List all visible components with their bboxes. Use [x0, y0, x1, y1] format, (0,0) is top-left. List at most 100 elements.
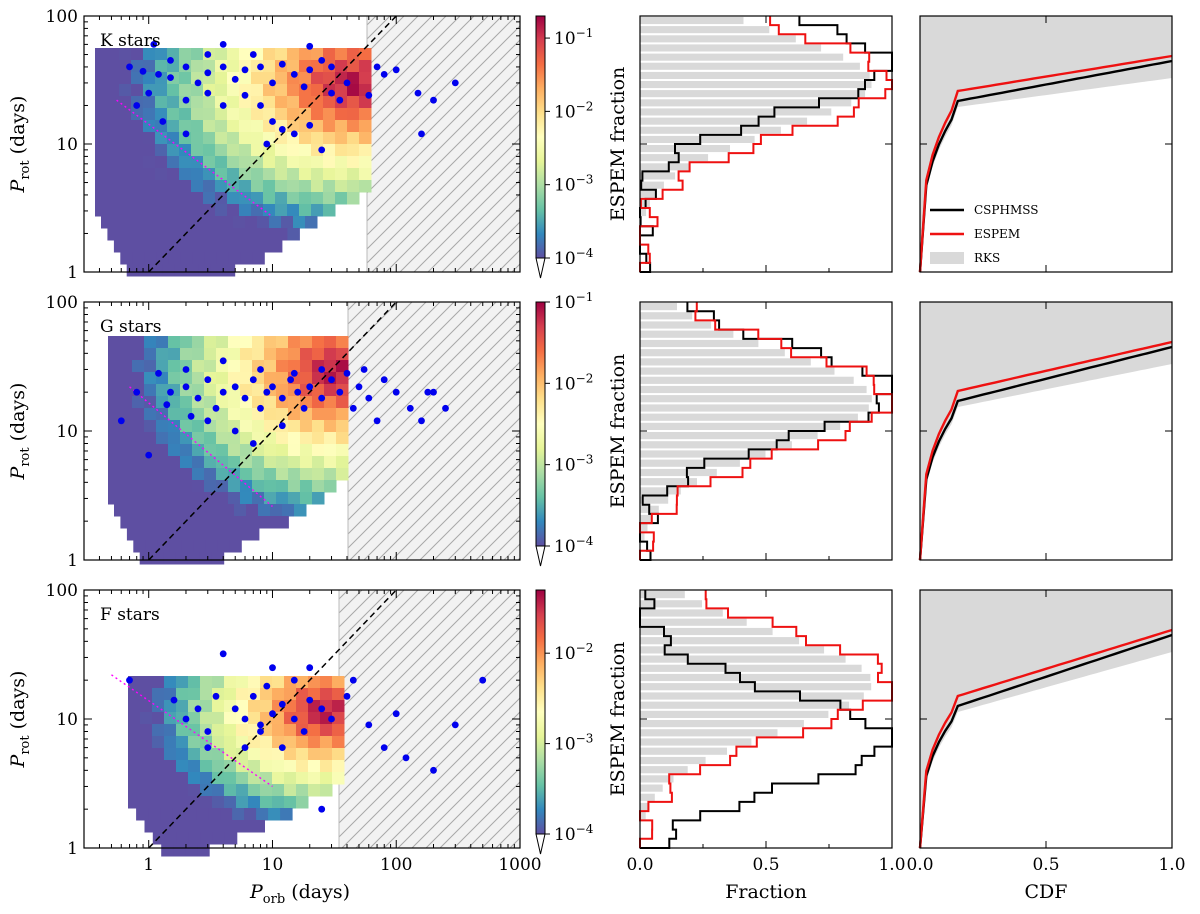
heatmap-cell [227, 132, 240, 145]
heatmap-cell [192, 360, 205, 373]
rks-hist-bar [640, 514, 653, 523]
heatmap-cell [167, 96, 180, 109]
heatmap-cell [311, 192, 324, 205]
scatter-point [278, 125, 286, 133]
scatter-point [451, 721, 459, 729]
heatmap-cell [240, 384, 253, 397]
heatmap-cell [216, 432, 229, 445]
heatmap-cell [359, 108, 372, 121]
heatmap-cell [156, 468, 169, 481]
heatmap-cell [227, 96, 240, 109]
heatmap-cell [228, 336, 241, 349]
heatmap-cell [155, 84, 168, 97]
heatmap-cell [246, 504, 259, 517]
heatmap-cell [308, 736, 321, 749]
heatmap-cell [167, 180, 180, 193]
colorbar-tick-label: 10−3 [554, 732, 593, 755]
heatmap-cell [192, 480, 205, 493]
scatter-point [241, 394, 249, 402]
scatter-point [204, 417, 212, 425]
heatmap-cell [95, 144, 108, 157]
scatter-point [241, 91, 249, 99]
heatmap-cell [155, 204, 168, 217]
heatmap-cell [179, 192, 192, 205]
heatmap-cell [192, 468, 205, 481]
heatmap-cell [320, 724, 333, 737]
heatmap-cell [131, 72, 144, 85]
heatmap-cell [152, 736, 165, 749]
heatmap-cell [332, 760, 345, 773]
heatmap-cell [308, 712, 321, 725]
heatmap-cell [215, 132, 228, 145]
scatter-point [290, 71, 298, 78]
rks-hist-bar [640, 738, 752, 746]
heatmap-cell [269, 216, 282, 229]
heatmap-cell [144, 480, 157, 493]
heatmap-cell [188, 772, 201, 785]
heatmap-cell [143, 228, 156, 241]
heatmap-cell [176, 676, 189, 689]
heatmap-cell [323, 180, 336, 193]
heatmap-cell [120, 252, 133, 265]
heatmap-cell [212, 796, 225, 809]
heatmap-cell [264, 420, 277, 433]
heatmap-cell [150, 528, 164, 541]
heatmap-cell [107, 180, 120, 193]
heatmap-cell [155, 132, 168, 145]
scatter-point [145, 89, 153, 97]
heatmap-cell [263, 192, 276, 205]
heatmap-cell [192, 492, 205, 505]
heatmap-cell [332, 772, 345, 785]
heatmap-cell [191, 132, 204, 145]
heatmap-cell [263, 180, 276, 193]
heatmap-cell [107, 144, 120, 157]
heatmap-cell [196, 808, 209, 821]
csphmss-step-line [639, 590, 893, 849]
rks-hist-bar [640, 17, 744, 25]
heatmap-cell [359, 156, 372, 169]
scatter-point [430, 388, 437, 396]
heatmap-cell [150, 504, 163, 517]
rks-hist-bar [640, 468, 717, 477]
heatmap-cell [215, 48, 228, 61]
heatmap-cell [336, 396, 349, 409]
heatmap-cell [284, 700, 297, 713]
heatmap-cell [168, 336, 181, 349]
heatmap-cell [143, 192, 156, 205]
heatmap-cell [191, 204, 204, 217]
heatmap-cell [239, 120, 252, 133]
heatmap-cell [120, 396, 133, 409]
heatmap-cell [167, 204, 180, 217]
heatmap-cell [251, 180, 264, 193]
heatmap-cell [323, 120, 336, 133]
rks-hist-bar [640, 395, 872, 403]
panel-label: K stars [100, 31, 161, 51]
heatmap-cell [204, 348, 217, 361]
rks-hist-bar [640, 71, 870, 79]
heatmap-cell [311, 108, 324, 121]
heatmap-cell [335, 192, 348, 205]
heatmap-cell [324, 480, 337, 493]
legend-label: RKS [974, 251, 1000, 265]
heatmap-cell [164, 724, 177, 737]
heatmap-cell [212, 772, 225, 785]
rks-hist-bar [640, 533, 645, 541]
heatmap-cell [215, 108, 228, 121]
heatmap-cell [323, 192, 336, 205]
heatmap-cell [251, 72, 264, 85]
heatmap-cell [222, 504, 235, 517]
heatmap-cell [119, 84, 132, 97]
heatmap-cell [224, 760, 237, 773]
heatmap-cell [312, 336, 325, 349]
heatmap-cell [239, 180, 252, 193]
heatmap-cell [221, 216, 234, 229]
heatmap-cell [216, 348, 229, 361]
heatmap-cell [245, 216, 258, 229]
heatmap-cell [251, 84, 264, 97]
heatmap-cell [276, 480, 289, 493]
heatmap-cell [312, 384, 325, 397]
heatmap-cell [228, 444, 241, 457]
heatmap-cell [168, 492, 181, 505]
colorbar-tick-label: 10−4 [554, 822, 594, 845]
scatter-point [182, 715, 190, 723]
